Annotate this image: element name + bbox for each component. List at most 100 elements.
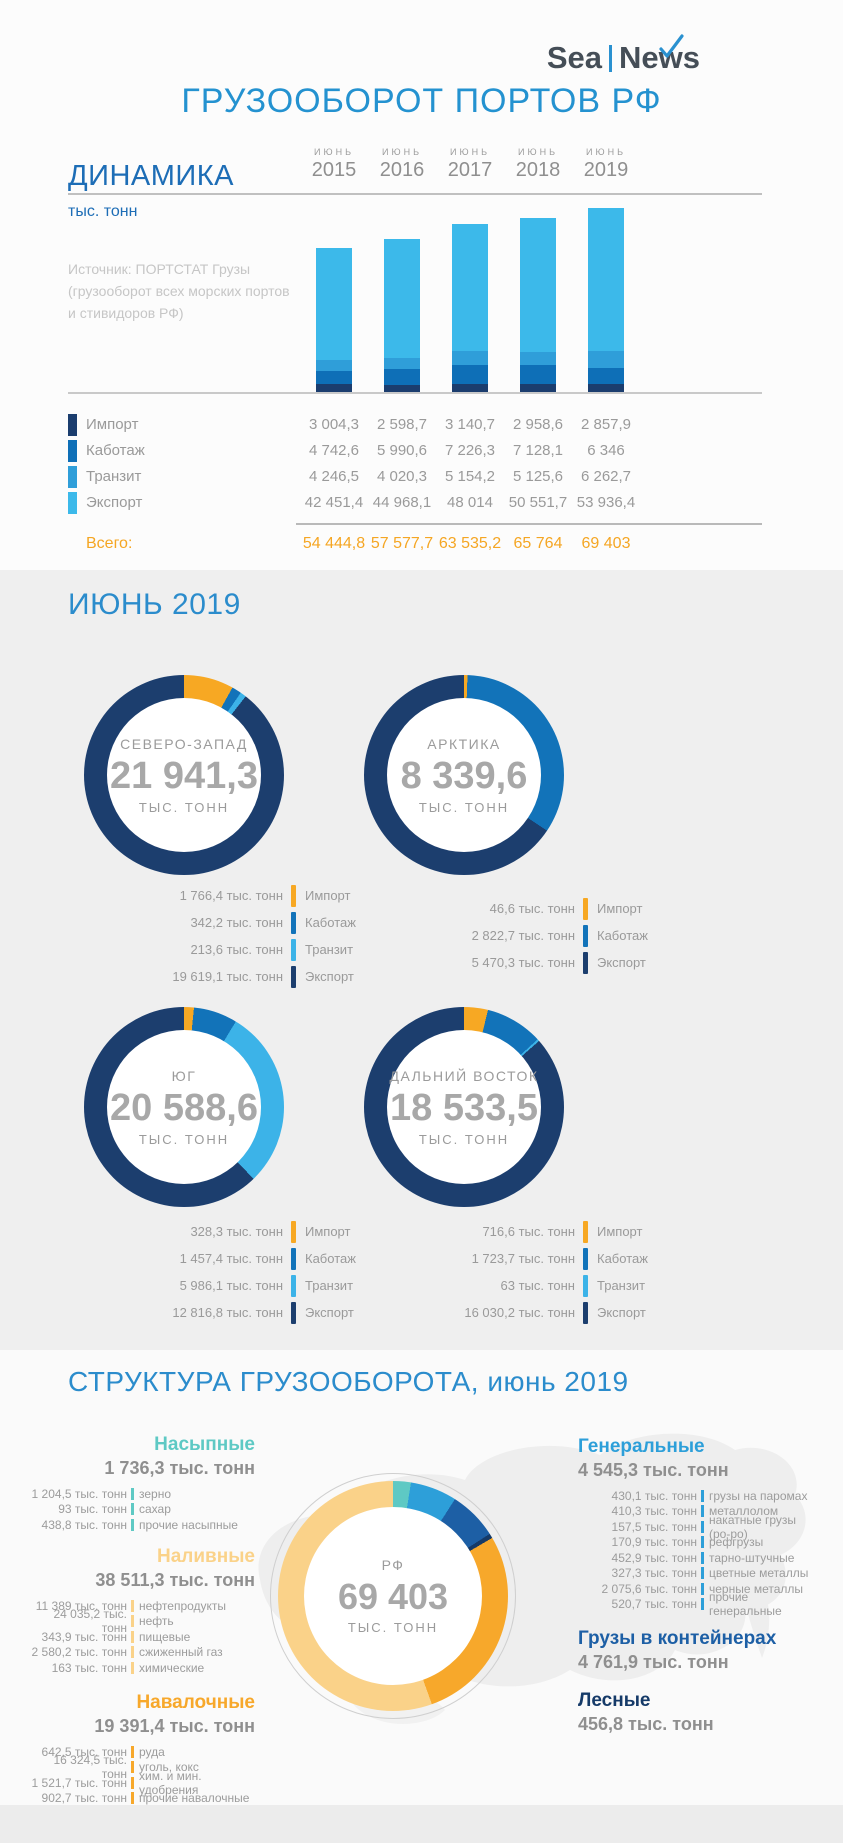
dynamics-unit-label: тыс. тонн [68, 203, 138, 220]
value-cell: 53 936,4 [576, 494, 636, 511]
category-item-row: 642,5 тыс. тонн руда [30, 1744, 255, 1760]
item-divider [701, 1536, 704, 1549]
legend-color-bar-export [291, 965, 296, 988]
bar-segment-export [452, 224, 488, 351]
category-label: Грузы в контейнерах [578, 1628, 777, 1649]
row-label: Экспорт [86, 494, 143, 511]
item-divider [131, 1761, 134, 1774]
legend-label: Импорт [597, 1224, 643, 1239]
stacked-bar-2017 [452, 224, 488, 392]
bar-segment-import [384, 385, 420, 392]
far_east-legend: 716,6 тыс. тонн Импорт 1 723,7 тыс. тонн Ка… [430, 1218, 690, 1326]
rf-unit: ТЫС. ТОНН [347, 1620, 439, 1635]
bar-segment-export [384, 239, 420, 359]
legend-color-bar-cabotage [583, 1247, 588, 1270]
item-divider [701, 1520, 704, 1533]
logo-sea-text: Sea [546, 40, 603, 75]
category-item-row: 1 521,7 тыс. тонн хим. и мин. удобрения [30, 1769, 255, 1797]
item-value: 642,5 тыс. тонн [41, 1744, 127, 1759]
bar-segment-transit [588, 350, 624, 368]
item-divider [131, 1487, 134, 1500]
value-cell: 4 246,5 [308, 468, 360, 485]
north_west-donut-center: СЕВЕРО-ЗАПАД 21 941,3 ТЫС. ТОНН [107, 698, 261, 852]
region-name: АРКТИКА [427, 735, 501, 752]
row-label: Импорт [86, 416, 139, 433]
legend-color-bar-cabotage [291, 1247, 296, 1270]
legend-row-export: 5 470,3 тыс. тонн Экспорт [430, 949, 690, 976]
item-label: черные металлы [709, 1581, 804, 1596]
stacked-bar-2015 [316, 248, 352, 392]
category-label: Генеральные [578, 1436, 705, 1457]
item-divider [701, 1551, 704, 1564]
item-value: 11 389 тыс. тонн [35, 1598, 127, 1613]
bar-segment-transit [316, 360, 352, 372]
category-item-row: 452,9 тыс. тонн тарно-штучные [578, 1550, 813, 1566]
value-cell: 3 140,7 [444, 416, 496, 433]
item-divider [131, 1599, 134, 1612]
value-cell: 2 598,7 [376, 416, 428, 433]
item-value: 93 тыс. тонн [58, 1502, 127, 1517]
category-item-row: 93 тыс. тонн сахар [30, 1502, 255, 1518]
category-label: Навалочные [136, 1692, 255, 1713]
legend-value: 716,6 тыс. тонн [482, 1224, 575, 1239]
month-label: ИЮНЬ [586, 147, 626, 157]
bar-segment-cabotage [588, 367, 624, 385]
category-item-row: 1 204,5 тыс. тонн зерно [30, 1486, 255, 1502]
item-value: 327,3 тыс. тонн [611, 1566, 697, 1581]
value-cell: 2 857,9 [580, 416, 632, 433]
year-label: 2015 [311, 159, 357, 181]
item-value: 2 075,6 тыс. тонн [601, 1581, 697, 1596]
item-divider [701, 1567, 704, 1580]
category-item-row: 430,1 тыс. тонн грузы на паромах [578, 1488, 813, 1504]
legend-row-import: 716,6 тыс. тонн Импорт [430, 1218, 690, 1245]
bar-segment-import [316, 384, 352, 392]
legend-row-cabotage: 1 723,7 тыс. тонн Каботаж [430, 1245, 690, 1272]
region-value: 18 533,5 [390, 1086, 538, 1129]
legend-row-import: 1 766,4 тыс. тонн Импорт [138, 882, 398, 909]
arctic-donut-chart: АРКТИКА 8 339,6 ТЫС. ТОНН [364, 675, 564, 875]
item-value: 16 324,5 тыс. тонн [53, 1753, 128, 1782]
legend-color-bar-cabotage [583, 924, 588, 947]
region-name: СЕВЕРО-ЗАПАД [120, 735, 248, 752]
bar-segment-transit [520, 351, 556, 366]
category-items: 11 389 тыс. тонн нефтепродукты 24 035,2 ты… [30, 1598, 255, 1676]
table-row-cabotage: Каботаж 4 742,6 5 990,6 7 226,3 7 128,1 6 346 [0, 438, 843, 464]
legend-label: Импорт [305, 888, 351, 903]
bar-segment-transit [384, 358, 420, 370]
value-cell: 4 020,3 [376, 468, 428, 485]
category-forest: Лесные 456,8 тыс. тонн [578, 1690, 813, 1736]
legend-label: Транзит [597, 1278, 646, 1293]
stacked-bar-2018 [520, 218, 556, 392]
bar-segment-export [588, 208, 624, 351]
item-label: руда [139, 1744, 165, 1759]
category-navalochnye: Навалочные 19 391,4 тыс. тонн 642,5 тыс. т… [30, 1692, 255, 1806]
legend-label: Каботаж [597, 928, 648, 943]
item-divider [701, 1489, 704, 1502]
bar-segment-export [520, 218, 556, 352]
item-divider [131, 1646, 134, 1659]
south-donut-chart: ЮГ 20 588,6 ТЫС. ТОНН [84, 1007, 284, 1207]
category-value: 19 391,4 тыс. тонн [94, 1716, 255, 1736]
legend-row-export: 12 816,8 тыс. тонн Экспорт [138, 1299, 398, 1326]
item-value: 24 035,2 тыс. тонн [53, 1607, 128, 1636]
rf-label: РФ [381, 1557, 405, 1573]
row-label: Транзит [86, 468, 142, 485]
item-label: тарно-штучные [709, 1550, 795, 1565]
item-divider [131, 1745, 134, 1758]
category-items: 430,1 тыс. тонн грузы на паромах 410,3 тыс… [578, 1488, 813, 1619]
value-cell: 6 346 [587, 442, 625, 459]
item-label: хим. и мин. удобрения [139, 1768, 202, 1797]
legend-value: 328,3 тыс. тонн [190, 1224, 283, 1239]
region-name: ЮГ [171, 1067, 197, 1084]
legend-label: Импорт [597, 901, 643, 916]
legend-color-bar-export [583, 951, 588, 974]
category-nasypnye: Насыпные 1 736,3 тыс. тонн 1 204,5 тыс. то… [30, 1434, 255, 1533]
year-column-header: ИЮНЬ 2016 [368, 147, 436, 182]
dynamics-title: ДИНАМИКА [68, 160, 235, 192]
june-2019-section: ИЮНЬ 2019 СЕВЕРО-ЗАПАД 21 941,3 ТЫС. ТОНН 1… [0, 570, 843, 1350]
row-label: Каботаж [86, 442, 145, 459]
item-value: 157,5 тыс. тонн [611, 1519, 697, 1534]
category-label: Насыпные [154, 1434, 255, 1455]
table-row-import: Импорт 3 004,3 2 598,7 3 140,7 2 958,6 2 857,… [0, 412, 843, 438]
legend-color-bar-export [583, 1301, 588, 1324]
